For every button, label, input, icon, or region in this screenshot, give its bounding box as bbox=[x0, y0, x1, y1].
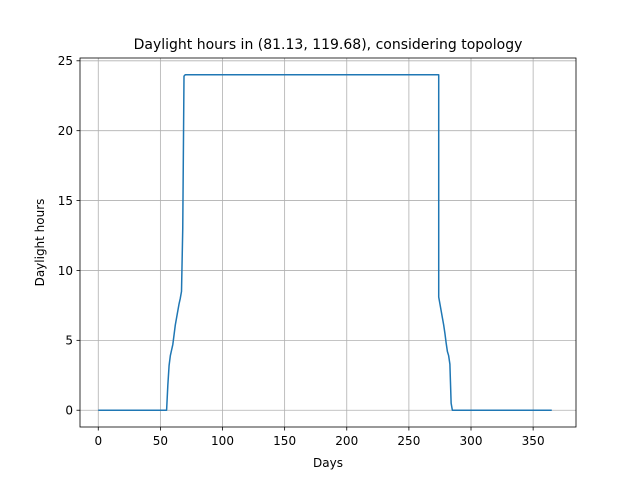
y-tick-label: 5 bbox=[65, 334, 73, 348]
x-axis-label: Days bbox=[313, 456, 343, 470]
x-tick-label: 250 bbox=[397, 434, 420, 448]
plot-frame bbox=[79, 57, 577, 428]
axis-ticks: 0 50 100 150 200 250 300 350 0 5 10 15 20 25 bbox=[58, 54, 545, 448]
y-tick-label: 20 bbox=[58, 124, 73, 138]
grid-lines bbox=[80, 58, 576, 427]
y-axis-label: Daylight hours bbox=[33, 199, 47, 287]
x-tick-label: 0 bbox=[94, 434, 102, 448]
x-tick-label: 300 bbox=[460, 434, 483, 448]
y-tick-label: 0 bbox=[65, 404, 73, 418]
series-line-daylight bbox=[98, 74, 552, 411]
chart-title: Daylight hours in (81.13, 119.68), consi… bbox=[134, 37, 523, 53]
y-tick-label: 15 bbox=[58, 194, 73, 208]
x-tick-label: 100 bbox=[211, 434, 234, 448]
y-tick-label: 25 bbox=[58, 54, 73, 68]
x-tick-label: 200 bbox=[335, 434, 358, 448]
x-tick-label: 350 bbox=[522, 434, 545, 448]
x-tick-label: 150 bbox=[273, 434, 296, 448]
y-tick-label: 10 bbox=[58, 264, 73, 278]
series-layer bbox=[98, 74, 552, 411]
x-tick-label: 50 bbox=[153, 434, 168, 448]
